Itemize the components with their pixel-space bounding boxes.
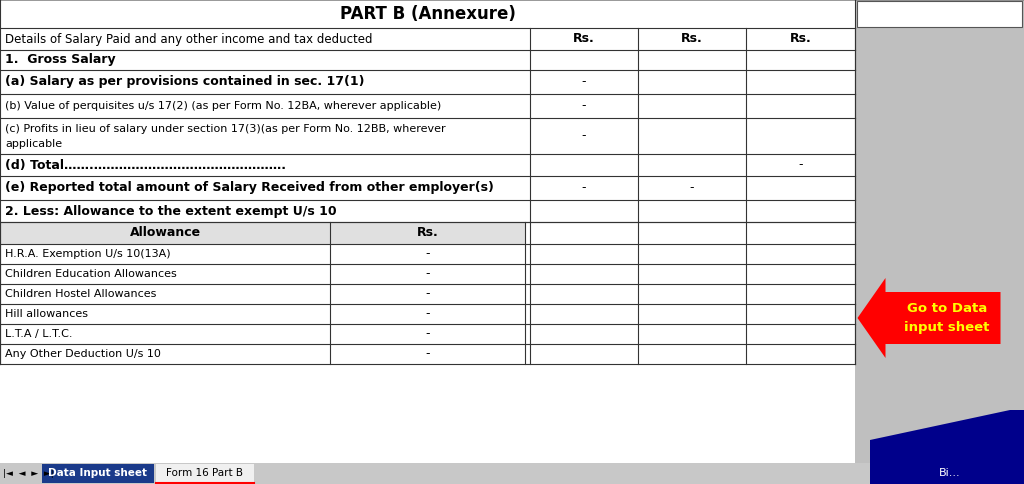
Text: Rs.: Rs. [790,32,811,45]
Text: (d) Total…….……………………………………….: (d) Total…….………………………………………. [5,158,286,171]
Text: -: - [582,130,587,142]
Text: -: - [582,100,587,112]
Text: (e) Reported total amount of Salary Received from other employer(s): (e) Reported total amount of Salary Rece… [5,182,494,195]
Text: Form 16 Part B: Form 16 Part B [167,468,244,478]
Text: Rs.: Rs. [417,227,438,240]
Text: PART B (Annexure): PART B (Annexure) [340,5,515,23]
Text: -: - [425,328,430,341]
Text: -: - [582,76,587,89]
Polygon shape [870,410,1024,484]
Text: -: - [690,182,694,195]
Text: Details of Salary Paid and any other income and tax deducted: Details of Salary Paid and any other inc… [5,32,373,45]
Text: Hill allowances: Hill allowances [5,309,88,319]
Text: Rs.: Rs. [573,32,595,45]
Text: (b) Value of perquisites u/s 17(2) (as per Form No. 12BA, wherever applicable): (b) Value of perquisites u/s 17(2) (as p… [5,101,441,111]
Text: -: - [425,268,430,281]
Bar [0,463,1024,484]
Text: -: - [425,247,430,260]
Text: applicable: applicable [5,139,62,149]
Bar [0,222,525,244]
Text: L.T.A / L.T.C.: L.T.A / L.T.C. [5,329,73,339]
Polygon shape [857,278,1000,358]
Text: -: - [425,348,430,361]
Text: H.R.A. Exemption U/s 10(13A): H.R.A. Exemption U/s 10(13A) [5,249,171,259]
Text: 2. Less: Allowance to the extent exempt U/s 10: 2. Less: Allowance to the extent exempt … [5,205,337,217]
Text: -: - [799,158,803,171]
Text: (a) Salary as per provisions contained in sec. 17(1): (a) Salary as per provisions contained i… [5,76,365,89]
Bar [0,0,855,484]
Text: Allowance: Allowance [129,227,201,240]
Text: 1.  Gross Salary: 1. Gross Salary [5,54,116,66]
Text: -: - [425,307,430,320]
Text: |◄  ◄  ►  ►|: |◄ ◄ ► ►| [3,469,53,478]
Text: Data Input sheet: Data Input sheet [48,469,147,479]
Bar [857,1,1022,27]
Text: Rs.: Rs. [681,32,702,45]
Text: (c) Profits in lieu of salary under section 17(3)(as per Form No. 12BB, wherever: (c) Profits in lieu of salary under sect… [5,124,445,134]
Text: Any Other Deduction U/s 10: Any Other Deduction U/s 10 [5,349,161,359]
Bar [156,464,254,484]
Text: Bi...: Bi... [939,468,961,478]
Text: Children Education Allowances: Children Education Allowances [5,269,177,279]
Text: -: - [582,182,587,195]
Text: -: - [425,287,430,301]
Text: Children Hostel Allowances: Children Hostel Allowances [5,289,157,299]
Text: Go to Data
input sheet: Go to Data input sheet [904,302,989,333]
Bar [42,464,154,483]
